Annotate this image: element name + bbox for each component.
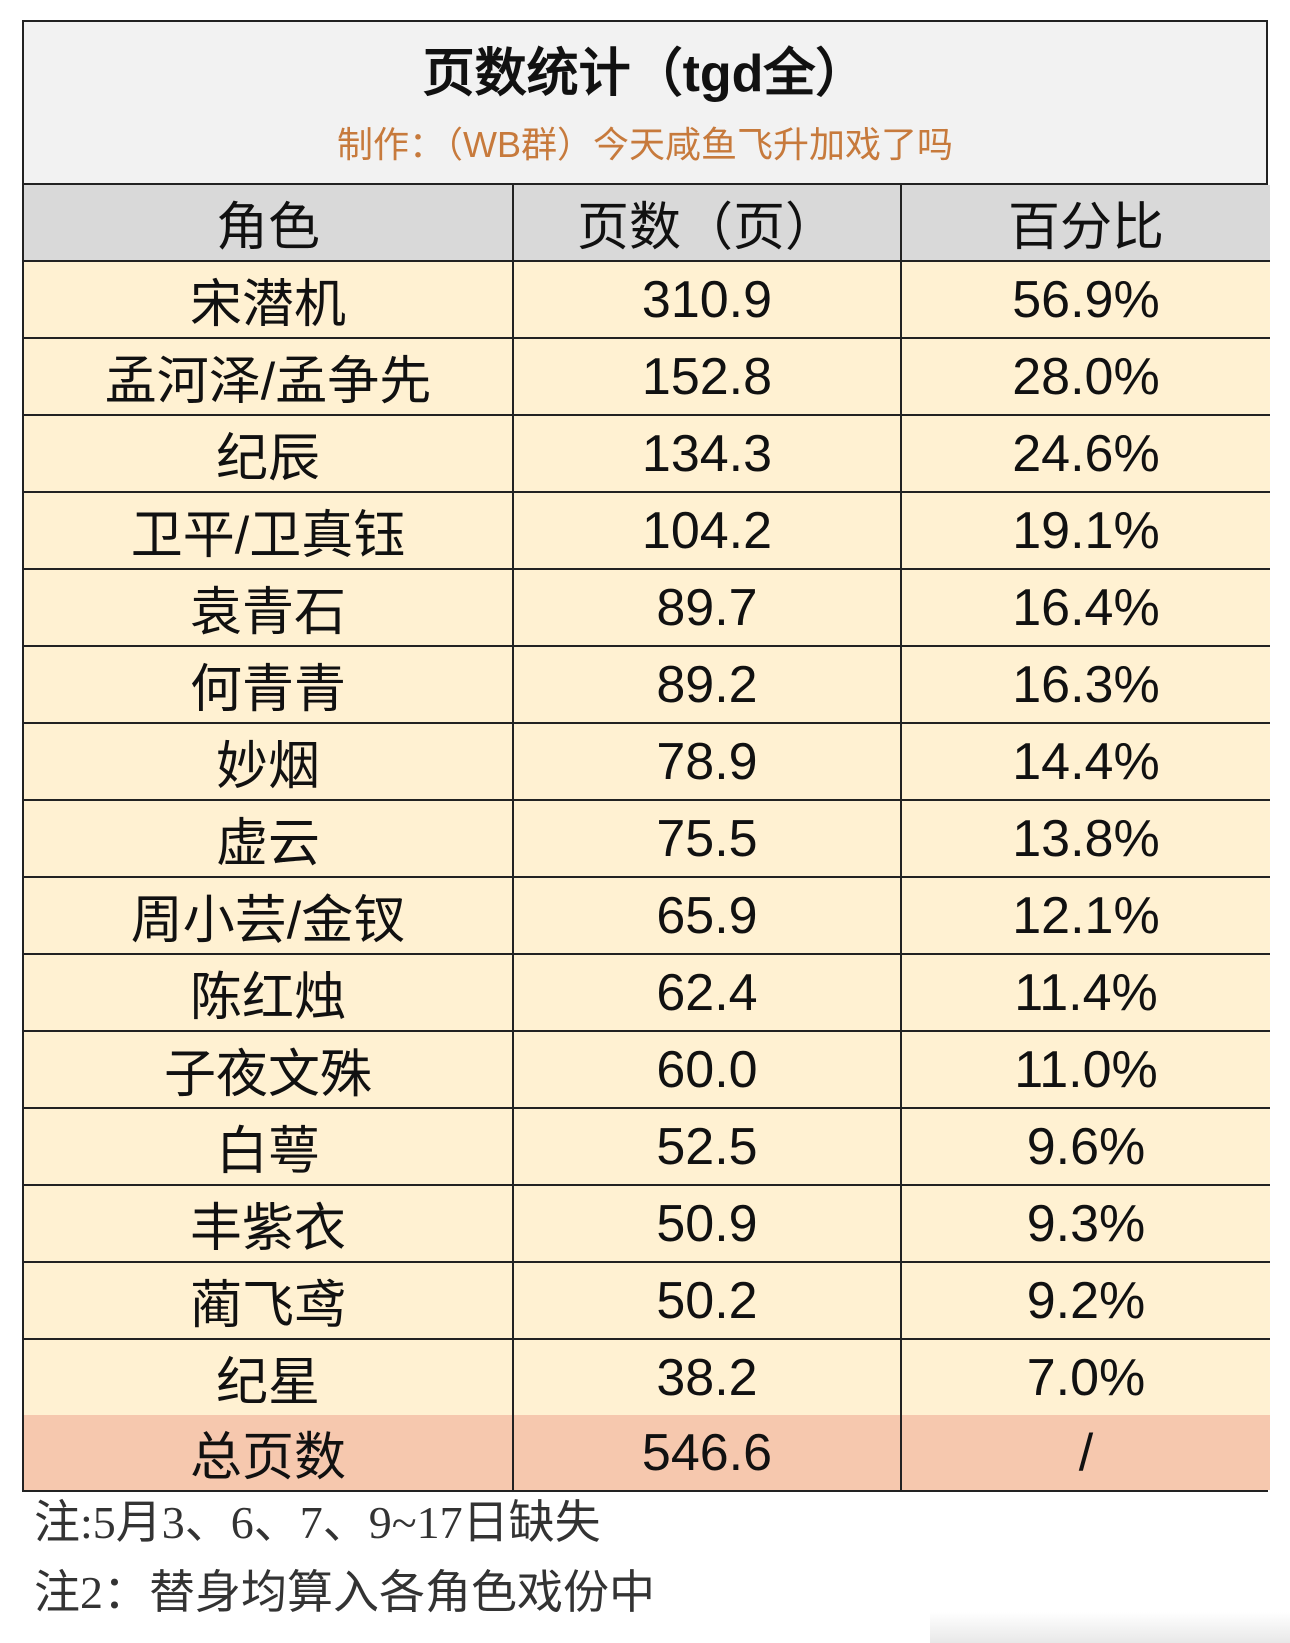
percent-cell: 13.8%: [900, 799, 1270, 878]
header-role: 角色: [24, 185, 514, 262]
header-percent: 百分比: [900, 185, 1270, 262]
stats-sheet: 页数统计（tgd全） 制作：（WB群）今天咸鱼飞升加戏了吗 角色 页数（页） 百…: [22, 20, 1270, 1492]
pages-cell: 89.7: [512, 568, 902, 647]
table-row: 陈红烛 62.4 11.4%: [24, 953, 1270, 1032]
table-row: 孟河泽/孟争先 152.8 28.0%: [24, 337, 1270, 416]
note-2: 注2：替身均算入各角色戏份中: [34, 1567, 655, 1618]
pages-cell: 50.2: [512, 1261, 902, 1340]
pages-cell: 52.5: [512, 1107, 902, 1186]
pages-cell: 134.3: [512, 414, 902, 493]
total-row: 总页数 546.6 /: [24, 1415, 1270, 1490]
pages-cell: 62.4: [512, 953, 902, 1032]
percent-cell: 56.9%: [900, 261, 1270, 339]
page-count-table: 角色 页数（页） 百分比 宋潜机 310.9 56.9% 孟河泽/孟争先 152.8 28…: [24, 185, 1270, 1490]
pages-cell: 78.9: [512, 722, 902, 801]
notes: 注:5月3、6、7、9~17日缺失 注2：替身均算入各角色戏份中: [34, 1488, 655, 1628]
total-label: 总页数: [24, 1415, 514, 1490]
percent-cell: 28.0%: [900, 337, 1270, 416]
role-cell: 纪星: [24, 1338, 514, 1415]
header-pages: 页数（页）: [512, 185, 902, 262]
role-cell: 纪辰: [24, 414, 514, 493]
table-row: 蔺飞鸢 50.2 9.2%: [24, 1261, 1270, 1340]
pages-cell: 104.2: [512, 491, 902, 570]
percent-cell: 9.2%: [900, 1261, 1270, 1340]
table-row: 周小芸/金钗 65.9 12.1%: [24, 876, 1270, 955]
note-1: 注:5月3、6、7、9~17日缺失: [34, 1497, 601, 1548]
pages-cell: 310.9: [512, 261, 902, 339]
pages-cell: 75.5: [512, 799, 902, 878]
table-row: 袁青石 89.7 16.4%: [24, 568, 1270, 647]
percent-cell: 14.4%: [900, 722, 1270, 801]
percent-cell: 9.3%: [900, 1184, 1270, 1263]
pages-cell: 89.2: [512, 645, 902, 724]
table-row: 何青青 89.2 16.3%: [24, 645, 1270, 724]
role-cell: 何青青: [24, 645, 514, 724]
percent-cell: 11.4%: [900, 953, 1270, 1032]
total-percent: /: [900, 1415, 1270, 1490]
role-cell: 宋潜机: [24, 261, 514, 339]
table-row: 纪星 38.2 7.0%: [24, 1338, 1270, 1415]
percent-cell: 16.4%: [900, 568, 1270, 647]
title-block: 页数统计（tgd全） 制作：（WB群）今天咸鱼飞升加戏了吗: [24, 22, 1266, 185]
role-cell: 丰紫衣: [24, 1184, 514, 1263]
pages-cell: 38.2: [512, 1338, 902, 1415]
sheet-title: 页数统计（tgd全）: [422, 45, 868, 103]
table-row: 纪辰 134.3 24.6%: [24, 414, 1270, 493]
table-row: 丰紫衣 50.9 9.3%: [24, 1184, 1270, 1263]
role-cell: 陈红烛: [24, 953, 514, 1032]
role-cell: 虚云: [24, 799, 514, 878]
percent-cell: 11.0%: [900, 1030, 1270, 1109]
percent-cell: 7.0%: [900, 1338, 1270, 1415]
sheet-subtitle: 制作：（WB群）今天咸鱼飞升加戏了吗: [337, 124, 953, 165]
role-cell: 妙烟: [24, 722, 514, 801]
total-pages: 546.6: [512, 1415, 902, 1490]
table-row: 宋潜机 310.9 56.9%: [24, 261, 1270, 339]
table-row: 妙烟 78.9 14.4%: [24, 722, 1270, 801]
pages-cell: 60.0: [512, 1030, 902, 1109]
table-row: 白萼 52.5 9.6%: [24, 1107, 1270, 1186]
header-row: 角色 页数（页） 百分比: [24, 185, 1270, 262]
percent-cell: 12.1%: [900, 876, 1270, 955]
percent-cell: 19.1%: [900, 491, 1270, 570]
percent-cell: 16.3%: [900, 645, 1270, 724]
table-row: 子夜文殊 60.0 11.0%: [24, 1030, 1270, 1109]
pages-cell: 65.9: [512, 876, 902, 955]
percent-cell: 9.6%: [900, 1107, 1270, 1186]
scroll-shadow: [930, 1612, 1290, 1643]
pages-cell: 50.9: [512, 1184, 902, 1263]
pages-cell: 152.8: [512, 337, 902, 416]
role-cell: 卫平/卫真钰: [24, 491, 514, 570]
role-cell: 周小芸/金钗: [24, 876, 514, 955]
table-row: 卫平/卫真钰 104.2 19.1%: [24, 491, 1270, 570]
role-cell: 蔺飞鸢: [24, 1261, 514, 1340]
role-cell: 袁青石: [24, 568, 514, 647]
role-cell: 子夜文殊: [24, 1030, 514, 1109]
table-row: 虚云 75.5 13.8%: [24, 799, 1270, 878]
percent-cell: 24.6%: [900, 414, 1270, 493]
role-cell: 白萼: [24, 1107, 514, 1186]
role-cell: 孟河泽/孟争先: [24, 337, 514, 416]
